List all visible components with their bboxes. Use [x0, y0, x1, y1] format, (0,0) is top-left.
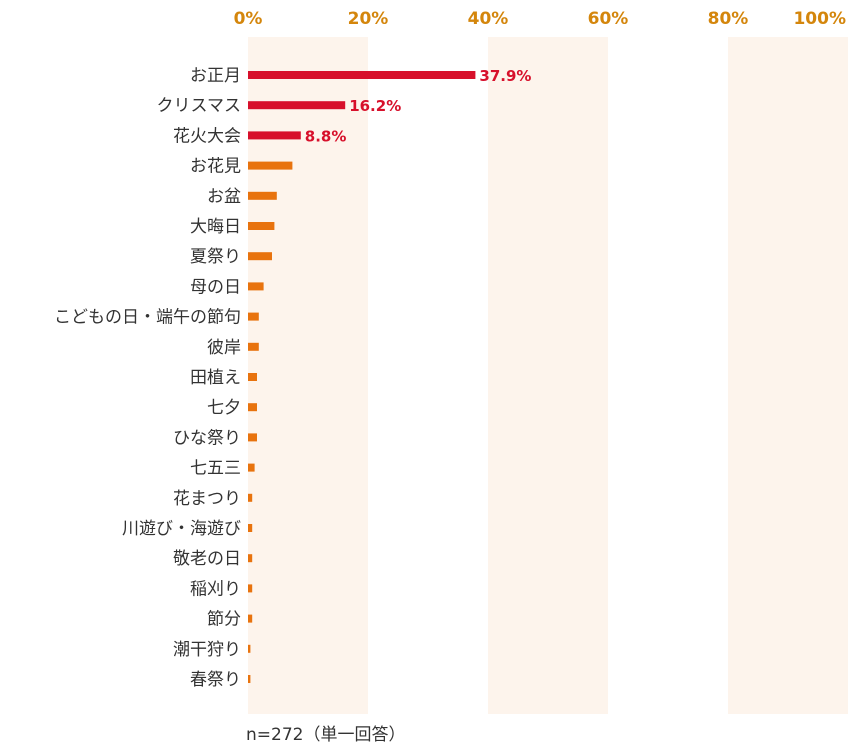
- category-label: 花火大会: [173, 126, 241, 146]
- category-label: 川遊び・海遊び: [122, 519, 241, 539]
- data-label: 37.9%: [479, 67, 531, 85]
- category-label: 七五三: [190, 459, 241, 479]
- x-tick-label: 80%: [708, 9, 749, 29]
- category-label: 潮干狩り: [173, 640, 241, 660]
- grid-band: [488, 37, 608, 714]
- category-label: 彼岸: [207, 338, 241, 358]
- category-label: 夏祭り: [190, 247, 241, 267]
- category-label: 敬老の日: [173, 549, 241, 569]
- bar: [248, 584, 253, 593]
- category-label: ひな祭り: [173, 428, 241, 448]
- category-label: 七夕: [207, 398, 241, 418]
- x-tick-label: 40%: [468, 9, 509, 29]
- x-tick-label: 20%: [348, 9, 389, 29]
- bar: [248, 675, 251, 683]
- category-label: 田植え: [190, 368, 241, 388]
- bar: [248, 252, 272, 261]
- x-tick-label: 100%: [793, 9, 846, 29]
- x-axis-ticks: 0% 20% 40% 60% 80% 100%: [234, 9, 846, 29]
- data-label: 8.8%: [305, 127, 347, 145]
- bar: [248, 614, 253, 623]
- category-label: 大晦日: [190, 217, 241, 237]
- sample-size-note: n=272（単一回答）: [246, 725, 405, 745]
- x-tick-label: 60%: [588, 9, 629, 29]
- category-label: 花まつり: [173, 489, 241, 509]
- category-labels: お正月クリスマス花火大会お花見お盆大晦日夏祭り母の日こどもの日・端午の節句彼岸田…: [54, 66, 241, 690]
- grid-band: [728, 37, 848, 714]
- category-label: 節分: [207, 610, 241, 630]
- bar: [248, 312, 259, 321]
- bar: [248, 644, 251, 653]
- bar: [248, 433, 257, 442]
- grid-band: [248, 37, 368, 714]
- bar: [248, 493, 253, 502]
- bar: [248, 71, 476, 79]
- bar: [248, 524, 253, 532]
- x-tick-label: 0%: [234, 9, 263, 29]
- bar: [248, 554, 253, 563]
- bar: [248, 191, 277, 200]
- category-label: 稲刈り: [190, 579, 241, 599]
- bars: [248, 71, 476, 683]
- bar: [248, 282, 264, 291]
- category-label: お花見: [190, 157, 241, 177]
- bar: [248, 373, 257, 381]
- data-labels: 37.9% 16.2%8.8%: [305, 67, 532, 145]
- bar: [248, 403, 257, 412]
- category-label: こどもの日・端午の節句: [54, 308, 241, 328]
- bar: [248, 161, 293, 170]
- bar: [248, 463, 255, 472]
- category-label: お盆: [207, 187, 241, 207]
- category-label: 母の日: [190, 277, 241, 297]
- grid-bands: [248, 37, 848, 714]
- category-label: クリスマス: [157, 96, 242, 116]
- bar: [248, 131, 301, 140]
- category-label: 春祭り: [190, 670, 241, 690]
- bar: [248, 222, 275, 230]
- category-label: お正月: [190, 66, 241, 86]
- bar: [248, 101, 346, 110]
- bar: [248, 342, 259, 351]
- data-label: 16.2%: [349, 97, 401, 115]
